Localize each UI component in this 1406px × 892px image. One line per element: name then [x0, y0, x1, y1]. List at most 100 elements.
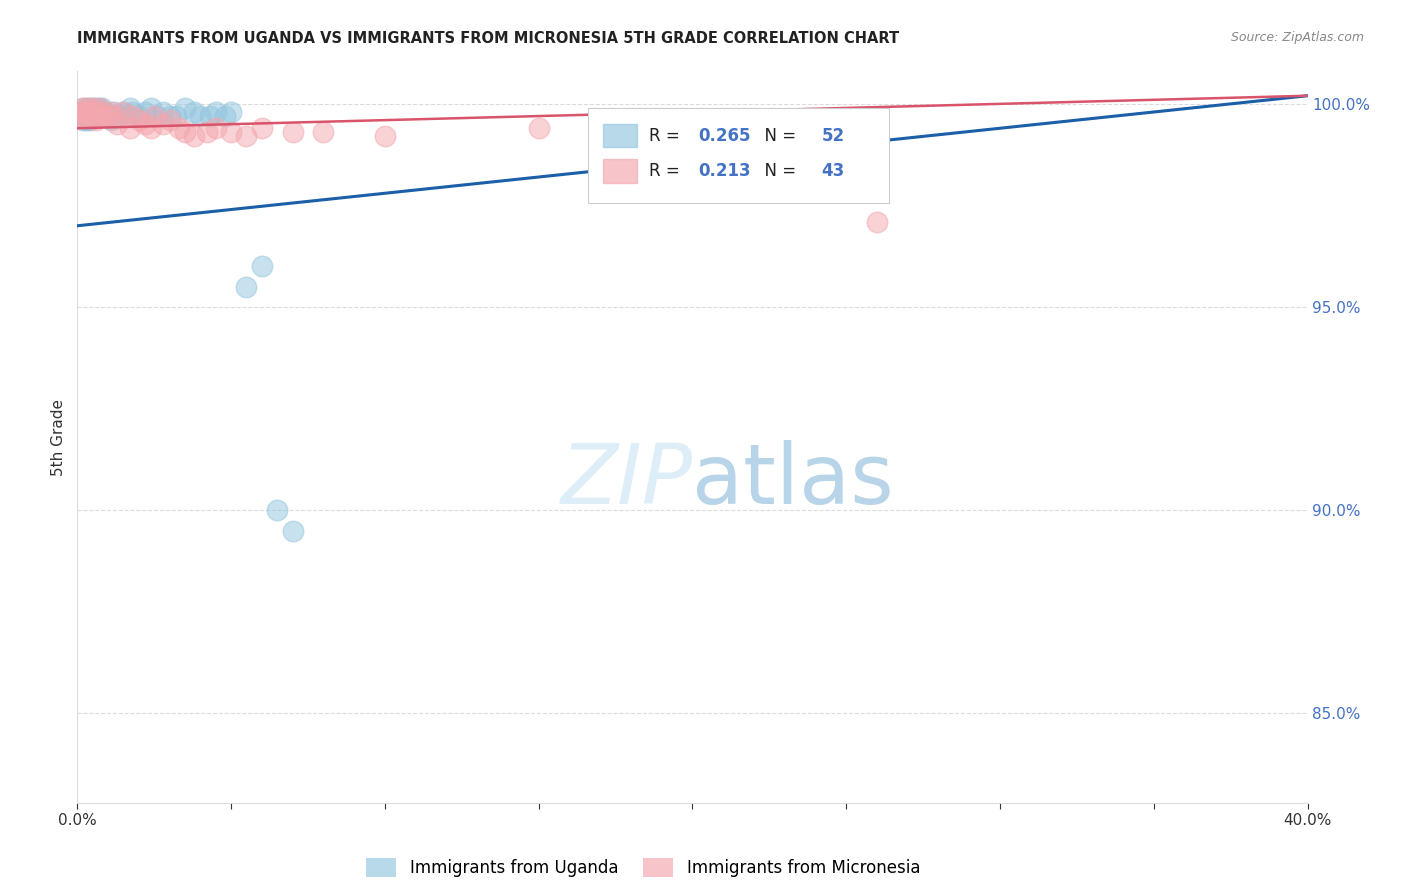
- Point: [235, 279, 257, 293]
- Point: [72, 113, 94, 128]
- Point: [72, 109, 94, 123]
- Point: [118, 101, 141, 115]
- Point: [235, 129, 257, 144]
- Point: [79, 105, 101, 120]
- Point: [374, 129, 396, 144]
- Point: [82, 105, 104, 120]
- Point: [281, 524, 304, 538]
- Point: [72, 101, 94, 115]
- Point: [128, 109, 150, 123]
- FancyBboxPatch shape: [603, 124, 637, 147]
- Point: [69, 109, 91, 123]
- Point: [112, 105, 135, 120]
- Point: [76, 109, 98, 123]
- Point: [134, 105, 156, 120]
- Point: [87, 101, 110, 115]
- Point: [84, 109, 107, 123]
- Point: [266, 503, 288, 517]
- Point: [69, 105, 91, 120]
- Text: N =: N =: [754, 127, 801, 145]
- Point: [87, 105, 110, 120]
- Point: [69, 105, 91, 120]
- Legend: Immigrants from Uganda, Immigrants from Micronesia: Immigrants from Uganda, Immigrants from …: [360, 851, 927, 884]
- Point: [90, 105, 114, 120]
- Point: [76, 109, 98, 123]
- Point: [195, 125, 218, 139]
- Point: [141, 121, 163, 136]
- Point: [121, 109, 143, 123]
- Point: [69, 109, 91, 123]
- Text: IMMIGRANTS FROM UGANDA VS IMMIGRANTS FROM MICRONESIA 5TH GRADE CORRELATION CHART: IMMIGRANTS FROM UGANDA VS IMMIGRANTS FRO…: [77, 31, 900, 46]
- Point: [141, 101, 163, 115]
- Point: [84, 101, 107, 115]
- Point: [121, 105, 143, 120]
- Point: [250, 260, 273, 274]
- Point: [219, 125, 242, 139]
- Point: [82, 105, 104, 120]
- Point: [72, 109, 94, 123]
- Point: [94, 105, 117, 120]
- Point: [866, 215, 889, 229]
- Text: Source: ZipAtlas.com: Source: ZipAtlas.com: [1230, 31, 1364, 45]
- Point: [79, 105, 101, 120]
- Point: [79, 109, 101, 123]
- Point: [103, 105, 125, 120]
- Text: ZIP: ZIP: [561, 441, 693, 522]
- Point: [128, 113, 150, 128]
- Point: [84, 113, 107, 128]
- Point: [79, 113, 101, 128]
- Point: [82, 101, 104, 115]
- Point: [79, 109, 101, 123]
- Point: [82, 101, 104, 115]
- Point: [198, 109, 221, 123]
- Point: [281, 125, 304, 139]
- Point: [188, 109, 212, 123]
- Point: [152, 105, 174, 120]
- Point: [76, 105, 98, 120]
- Point: [84, 105, 107, 120]
- Point: [134, 117, 156, 131]
- Point: [174, 101, 197, 115]
- Point: [103, 109, 125, 123]
- Text: 0.265: 0.265: [699, 127, 751, 145]
- Point: [183, 129, 205, 144]
- Point: [174, 125, 197, 139]
- Text: 0.213: 0.213: [699, 161, 751, 180]
- Point: [143, 109, 166, 123]
- Point: [76, 113, 98, 128]
- Point: [87, 101, 110, 115]
- Point: [100, 105, 122, 120]
- Point: [250, 121, 273, 136]
- Point: [112, 105, 135, 120]
- Point: [94, 109, 117, 123]
- Text: atlas: atlas: [693, 441, 894, 522]
- Text: R =: R =: [650, 161, 685, 180]
- FancyBboxPatch shape: [588, 108, 890, 203]
- Point: [90, 105, 114, 120]
- Point: [76, 101, 98, 115]
- Point: [152, 117, 174, 131]
- Point: [105, 109, 128, 123]
- Text: N =: N =: [754, 161, 801, 180]
- Point: [204, 121, 226, 136]
- Point: [76, 101, 98, 115]
- Point: [87, 109, 110, 123]
- Text: 43: 43: [821, 161, 845, 180]
- Point: [204, 105, 226, 120]
- Point: [105, 117, 128, 131]
- Point: [219, 105, 242, 120]
- Point: [72, 105, 94, 120]
- Point: [214, 109, 236, 123]
- Point: [183, 105, 205, 120]
- Point: [165, 109, 187, 123]
- Point: [159, 109, 181, 123]
- Point: [97, 109, 120, 123]
- Point: [312, 125, 335, 139]
- Point: [167, 121, 190, 136]
- Point: [527, 121, 550, 136]
- Point: [72, 105, 94, 120]
- Point: [97, 109, 120, 123]
- Point: [79, 101, 101, 115]
- Text: R =: R =: [650, 127, 685, 145]
- Point: [115, 109, 138, 123]
